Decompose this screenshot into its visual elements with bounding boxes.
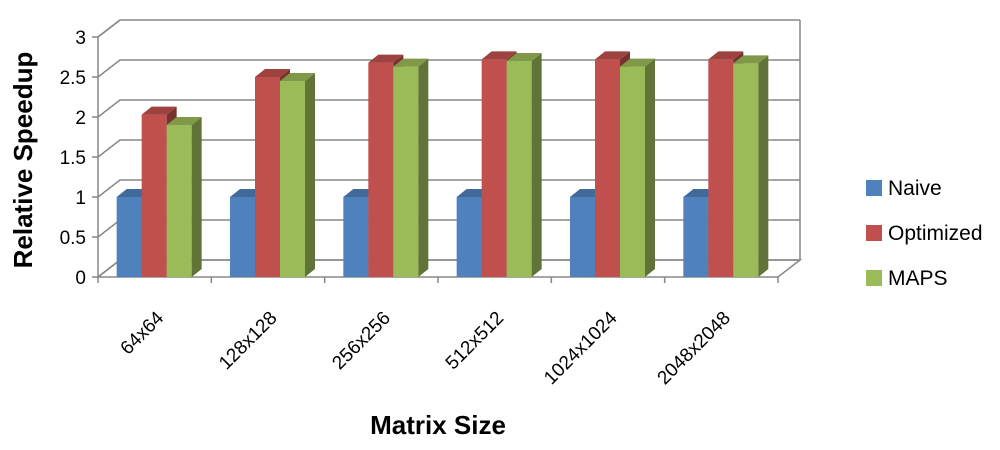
bar-front [595,59,620,278]
x-tick-label: 256x256 [328,308,394,374]
legend-label: Naive [888,177,942,200]
bar-front [116,197,142,277]
bar [506,53,542,277]
bar-front [343,197,369,277]
bar-front [456,197,482,277]
y-tick-label: 3 [75,28,86,49]
bar-front [506,61,532,277]
bar [393,58,429,277]
bar [166,117,202,277]
y-axis-title: Relative Speedup [8,52,38,269]
y-tick-label: 2.5 [60,68,86,89]
legend-swatch [866,225,882,241]
gridline [97,99,800,118]
bar-front [733,63,759,278]
bar [620,58,655,277]
y-axis-ticks: 0 0.5 1 1.5 2 2.5 3 [60,28,98,289]
x-tick-label: 128x128 [215,308,281,374]
bar-front [481,59,507,278]
legend: Naive Optimized MAPS [866,177,983,290]
legend-label: Optimized [888,222,983,245]
bar-top [620,58,655,67]
bar-front [620,66,645,277]
bar-front [230,197,255,277]
bar-top [368,54,404,63]
bar-side [531,53,542,277]
x-tick-label: 2048x2048 [654,308,735,389]
gridline [97,59,800,78]
bar-side [305,73,315,277]
bar [280,73,315,277]
bar-top [255,69,290,77]
bar-top [280,73,315,81]
x-axis-title: Matrix Size [370,410,506,440]
legend-label: MAPS [888,267,948,290]
x-tick-label: 512x512 [442,308,508,374]
y-tick-label: 2 [75,108,86,129]
bar-top [393,58,429,67]
bar-top [708,51,744,60]
bars [116,51,769,278]
bar [733,55,769,278]
bar-top [595,51,630,60]
bar-front [708,59,734,278]
gridline [97,139,800,158]
x-axis-ticks: 64x64 128x128 256x256 512x512 1024x1024 2048x… [97,277,779,389]
bar-top [481,51,517,60]
bar-side [418,58,429,277]
legend-item: Naive [866,177,942,200]
gridline [97,19,800,38]
legend-item: MAPS [866,267,948,290]
bar-top [141,106,177,115]
y-tick-label: 0 [75,268,86,289]
bar-top [506,53,542,61]
x-tick-label: 1024x1024 [540,307,622,389]
y-tick-label: 1 [75,188,86,209]
bar-front [141,114,167,277]
bar-front [255,77,280,277]
bar-side [191,117,202,277]
bar-top [733,55,769,64]
bar-side [758,55,769,278]
x-tick-label: 64x64 [117,307,169,359]
legend-item: Optimized [866,222,983,245]
bar-front [570,197,595,277]
bar-top [166,117,202,125]
y-tick-label: 0.5 [60,228,86,249]
bar-side [645,58,655,277]
gridline [97,179,800,198]
legend-swatch [866,180,882,196]
bar-front [683,197,709,277]
bar-front [166,125,192,277]
bar-front [280,81,305,277]
bar-front [368,62,394,277]
y-tick-label: 1.5 [60,148,86,169]
legend-swatch [866,270,882,286]
bar-front [393,66,419,277]
